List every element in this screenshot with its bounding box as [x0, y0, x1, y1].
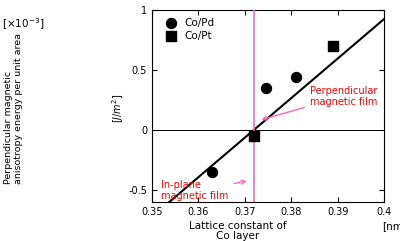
Co/Pt: [330, 44, 336, 48]
Text: Perpendicular
magnetic film: Perpendicular magnetic film: [263, 86, 377, 120]
Text: Co layer: Co layer: [216, 231, 260, 241]
Co/Pt: [251, 134, 257, 138]
Text: In-plane
magnetic film: In-plane magnetic film: [161, 180, 245, 201]
Text: $[\times 10^{-3}]$: $[\times 10^{-3}]$: [2, 17, 44, 33]
Co/Pd: [209, 170, 216, 174]
Text: [nm]: [nm]: [382, 221, 400, 231]
Co/Pd: [293, 75, 299, 79]
Text: $[J/m^2]$: $[J/m^2]$: [110, 94, 126, 123]
Text: Lattice constant of: Lattice constant of: [189, 221, 287, 231]
Text: Perpendicular magnetic
anisotropy energy per unit area: Perpendicular magnetic anisotropy energy…: [4, 33, 24, 184]
Co/Pd: [262, 86, 269, 90]
Legend: Co/Pd, Co/Pt: Co/Pd, Co/Pt: [160, 17, 216, 42]
